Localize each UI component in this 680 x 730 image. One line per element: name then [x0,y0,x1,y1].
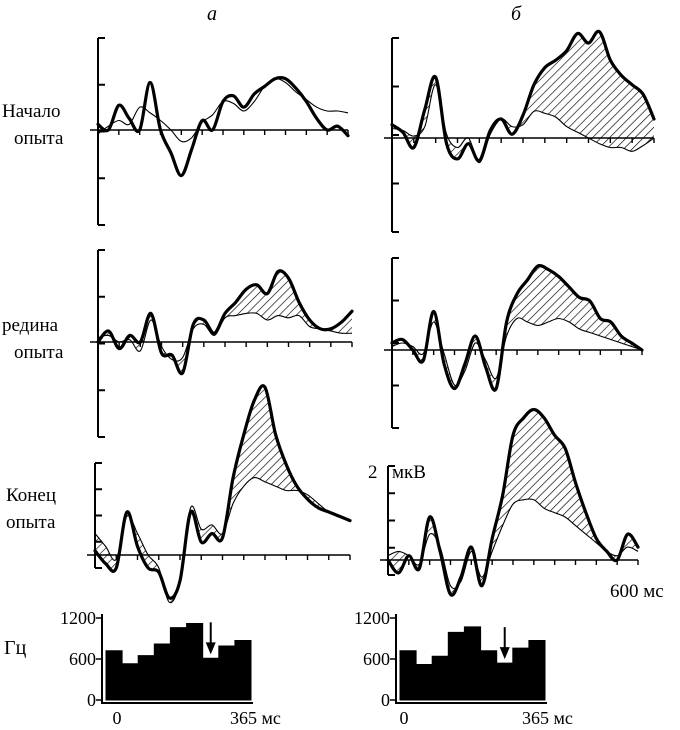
y-tick-label: 0 [87,690,96,710]
panel-a-start [90,37,350,226]
series-thick-line [390,29,656,163]
column-label-b: б [511,3,522,25]
x-start-label: 0 [400,708,409,728]
y-tick-label: 0 [381,690,390,710]
series-thin-line [387,498,639,589]
bin-arrow-icon [499,627,510,660]
time-end-label: 600 мс [610,581,664,602]
series-thin-line [391,317,643,387]
histogram-bars [105,623,252,701]
row-label-end-line2: опыта [6,512,56,533]
y-tick-label: 1200 [60,608,96,628]
row-label-start-line1: Начало [2,101,61,122]
scale-unit-label: мкВ [392,462,426,483]
arrow-head [205,642,216,655]
histogram-b: 0 600 1200 0 365 мс [354,608,573,728]
panel-b-end [380,407,640,597]
x-end-label: 365 мс [522,708,573,728]
row-label-start-line2: опыта [14,128,64,149]
histogram-a: 0 600 1200 Гц 0 365 мс [4,608,281,728]
panel-b-middle [384,257,644,429]
series-thin-line [97,312,353,362]
histogram-bars [399,626,546,701]
difference-hatch-area [392,31,654,163]
bin-arrow-icon [205,622,216,655]
row-label-middle: редина опыта [2,315,64,363]
row-label-middle-line2: опыта [14,342,64,363]
series-thick-line [390,263,644,392]
series-thick-line [93,384,352,600]
series-thick-line [386,407,640,597]
series-thick-line [96,76,350,178]
panel-b-start [384,29,656,233]
panel-a-end [87,384,352,604]
difference-hatch-area [98,270,352,374]
arrow-head [499,647,510,660]
row-label-start: Начало опыта [2,101,64,149]
difference-hatch-area [388,409,638,596]
difference-hatch-area [95,385,350,603]
x-start-label: 0 [113,708,122,728]
row-label-end-line1: Конец [6,485,56,506]
scale-value-label: 2 [368,462,378,483]
series-thick-line [96,269,354,376]
y-tick-label: 600 [363,649,390,669]
y-tick-label: 600 [69,649,96,669]
x-end-label: 365 мс [230,708,281,728]
y-tick-label: 1200 [354,608,390,628]
difference-hatch-area [392,265,642,391]
row-label-middle-line1: редина [2,315,59,336]
row-label-end: Конец опыта [6,485,56,533]
column-label-a: а [207,3,217,25]
series-thin-line [391,84,655,164]
panel-a-middle [90,249,354,438]
y-axis-label: Гц [4,637,27,659]
